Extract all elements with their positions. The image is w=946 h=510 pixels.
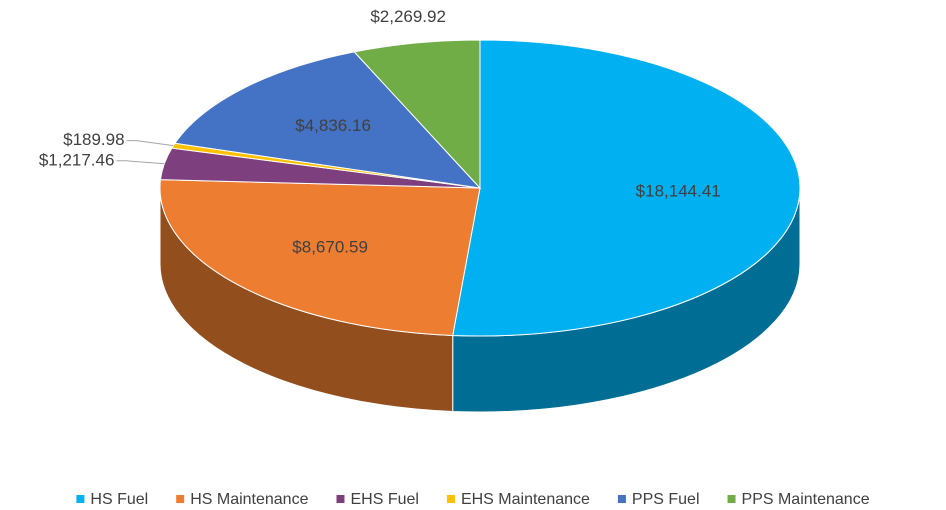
slice	[353, 39, 481, 190]
data-label: $18,144.41	[636, 181, 721, 200]
legend-label: HS Fuel	[90, 491, 148, 508]
legend-label: HS Maintenance	[190, 491, 308, 508]
legend-swatch	[336, 495, 345, 503]
leader-line	[126, 140, 174, 147]
slice	[452, 39, 801, 337]
data-label: $1,217.46	[39, 150, 115, 169]
legend-label: PPS Maintenance	[742, 491, 870, 508]
legend-swatch	[727, 495, 736, 503]
legend-label: PPS Fuel	[632, 491, 700, 508]
data-label: $189.98	[63, 130, 124, 149]
legend-label: EHS Fuel	[350, 491, 418, 508]
data-label: $8,670.59	[292, 238, 368, 257]
leader-line	[116, 160, 165, 165]
data-label: $4,836.16	[295, 116, 371, 135]
legend-swatch	[446, 495, 455, 503]
data-label: $2,269.92	[370, 7, 446, 26]
slice	[159, 179, 481, 336]
slice	[174, 51, 482, 189]
legend-swatch	[617, 495, 626, 503]
legend-swatch	[176, 495, 185, 503]
legend-label: EHS Maintenance	[461, 491, 590, 508]
legend-swatch	[76, 495, 85, 503]
